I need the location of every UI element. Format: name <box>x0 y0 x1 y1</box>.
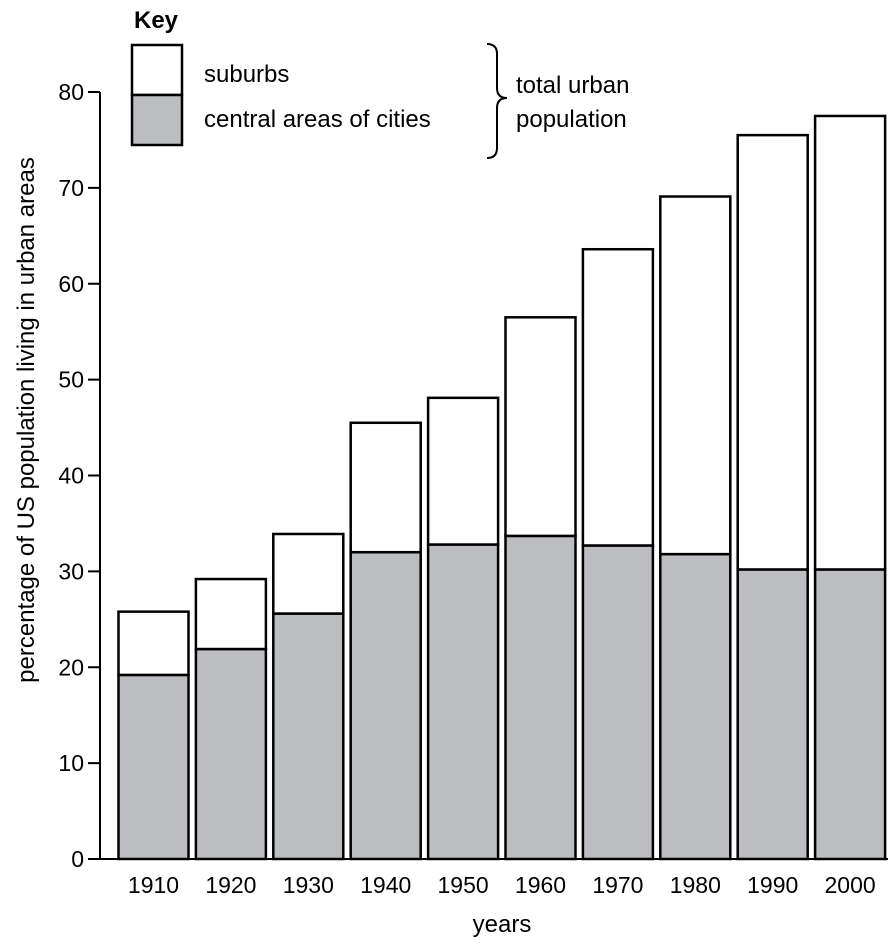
y-tick-label: 30 <box>58 558 84 584</box>
y-tick-label: 80 <box>58 79 84 105</box>
legend-bracket <box>486 43 508 159</box>
bar-suburbs-1970 <box>581 247 655 547</box>
bar-suburbs-1980 <box>659 195 732 556</box>
bar-suburbs-1990 <box>736 133 809 571</box>
x-tick-label: 1990 <box>747 872 798 898</box>
bar-suburbs-1960 <box>504 316 577 538</box>
bar-suburbs-1920 <box>194 577 268 651</box>
x-tick-label: 1910 <box>128 872 179 898</box>
x-tick-label: 1950 <box>438 872 489 898</box>
y-tick-label: 50 <box>58 367 84 393</box>
legend: Key suburbs central areas of cities tota… <box>130 7 629 159</box>
bar-central-2000 <box>813 568 887 861</box>
bar-suburbs-1950 <box>426 396 500 546</box>
x-tick-label: 1980 <box>670 872 721 898</box>
bar-suburbs-1910 <box>117 610 190 677</box>
legend-swatch-central <box>130 93 184 147</box>
bars-group <box>117 114 887 861</box>
x-tick-label: 1960 <box>515 872 566 898</box>
legend-title: Key <box>134 7 179 34</box>
x-tick-label: 1920 <box>205 872 256 898</box>
bar-central-1970 <box>581 544 655 861</box>
bracket-label-line1: total urban <box>516 72 629 99</box>
y-tick-label: 20 <box>58 654 84 680</box>
bar-central-1990 <box>736 568 809 861</box>
bar-suburbs-1940 <box>349 421 422 554</box>
legend-label-suburbs: suburbs <box>204 61 289 88</box>
bar-suburbs-1930 <box>272 532 345 615</box>
y-tick-label: 0 <box>71 846 84 872</box>
bar-suburbs-2000 <box>813 114 887 571</box>
bar-central-1910 <box>117 673 190 861</box>
bar-central-1940 <box>349 550 422 861</box>
bar-central-1920 <box>194 647 268 861</box>
bar-central-1980 <box>659 552 732 861</box>
legend-swatch-suburbs <box>130 43 184 97</box>
y-tick-label: 40 <box>58 463 84 489</box>
legend-label-central: central areas of cities <box>204 106 431 133</box>
x-tick-label: 1970 <box>592 872 643 898</box>
x-axis: 1910 1920 1930 1940 1950 1960 1970 1980 1990 2000 <box>88 858 888 898</box>
x-tick-label: 2000 <box>825 872 876 898</box>
y-tick-label: 70 <box>58 175 84 201</box>
bar-central-1950 <box>426 543 500 861</box>
y-axis: 0 10 20 30 40 50 60 70 80 <box>58 79 101 872</box>
x-tick-label: 1940 <box>360 872 411 898</box>
y-tick-label: 60 <box>58 271 84 297</box>
x-tick-label: 1930 <box>283 872 334 898</box>
bar-central-1930 <box>272 612 345 861</box>
y-axis-title: percentage of US population living in ur… <box>13 157 40 683</box>
x-axis-title: years <box>473 911 532 938</box>
bar-central-1960 <box>504 534 577 861</box>
y-tick-label: 10 <box>58 750 84 776</box>
bracket-label-line2: population <box>516 106 627 133</box>
